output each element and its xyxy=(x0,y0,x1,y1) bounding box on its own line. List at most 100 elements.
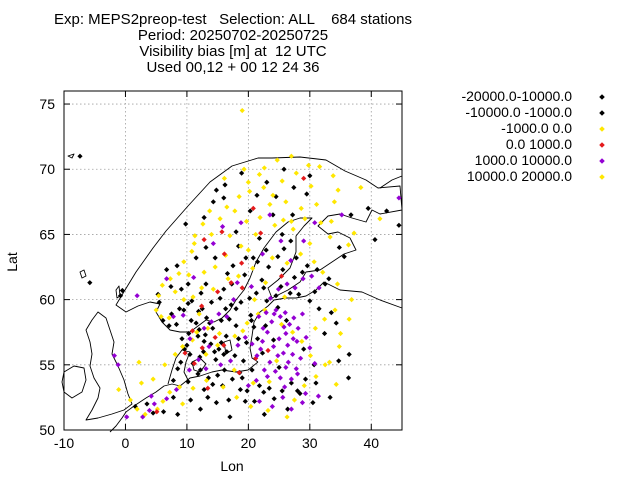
data-point xyxy=(284,281,290,287)
data-point xyxy=(189,248,195,254)
title-line-1: Exp: MEPS2preop-test Selection: ALL 684 … xyxy=(54,11,412,28)
data-point xyxy=(175,411,181,417)
data-point xyxy=(372,237,378,243)
data-point xyxy=(259,277,265,283)
data-point xyxy=(191,274,197,281)
x-tick-label: 0 xyxy=(122,435,130,451)
data-point xyxy=(189,328,196,334)
data-point xyxy=(280,394,286,401)
data-point xyxy=(168,283,174,290)
title-line-3: Visibility bias [m] at 12 UTC xyxy=(139,43,327,60)
data-point xyxy=(227,233,233,239)
data-point xyxy=(172,289,178,295)
data-point xyxy=(276,336,282,342)
data-point xyxy=(196,327,202,333)
data-point xyxy=(227,414,233,420)
data-point xyxy=(254,259,261,265)
data-point xyxy=(257,214,263,221)
x-tick-label: 40 xyxy=(363,435,379,451)
data-point xyxy=(201,338,207,344)
data-point xyxy=(335,187,341,193)
data-point xyxy=(336,244,342,251)
data-point xyxy=(199,285,205,291)
legend-marker xyxy=(599,110,605,116)
data-point xyxy=(164,396,170,402)
chart-title: Exp: MEPS2preop-test Selection: ALL 684 … xyxy=(0,12,466,76)
data-point xyxy=(254,336,261,342)
data-point xyxy=(302,216,308,222)
data-point xyxy=(211,349,218,355)
data-point xyxy=(219,229,225,235)
data-point xyxy=(190,385,196,391)
data-point xyxy=(321,316,328,322)
data-point xyxy=(309,273,315,279)
data-point xyxy=(187,351,193,357)
data-point xyxy=(283,199,289,205)
data-point xyxy=(213,400,220,406)
data-point xyxy=(228,302,234,308)
data-point xyxy=(205,325,211,331)
data-point xyxy=(310,400,316,406)
data-point xyxy=(183,221,189,227)
data-point xyxy=(264,298,270,304)
data-point xyxy=(212,264,218,270)
data-point xyxy=(227,358,234,364)
data-point xyxy=(160,398,166,404)
data-point xyxy=(164,276,170,282)
data-point xyxy=(339,212,345,218)
data-point xyxy=(282,294,288,300)
data-point xyxy=(200,221,206,227)
data-point xyxy=(235,342,241,348)
data-point xyxy=(221,251,227,257)
data-point xyxy=(261,411,267,417)
data-point xyxy=(203,281,209,287)
data-point xyxy=(346,351,352,357)
data-point xyxy=(226,397,232,403)
data-point xyxy=(264,373,271,380)
data-point xyxy=(326,276,332,282)
coastline-scandinavia xyxy=(115,156,403,333)
data-point xyxy=(278,283,284,290)
data-point xyxy=(313,201,320,208)
data-point xyxy=(282,384,288,390)
data-point xyxy=(284,414,290,420)
data-point xyxy=(336,343,342,350)
data-point xyxy=(301,346,307,352)
series-3 xyxy=(154,175,307,415)
data-point xyxy=(265,407,271,414)
data-point xyxy=(191,240,197,247)
data-point xyxy=(365,205,371,211)
data-point xyxy=(201,386,207,393)
data-point xyxy=(314,267,320,273)
data-point xyxy=(127,397,133,403)
data-point xyxy=(288,376,294,382)
data-point xyxy=(224,270,231,277)
data-point xyxy=(213,356,219,363)
data-point xyxy=(215,289,221,295)
legend-label: -1000.0 0.0 xyxy=(501,120,572,136)
data-point xyxy=(195,371,201,377)
data-point xyxy=(181,297,187,303)
data-point xyxy=(185,281,191,287)
data-point xyxy=(210,381,216,387)
data-point xyxy=(176,384,183,390)
data-point xyxy=(293,255,299,261)
data-point xyxy=(305,162,312,168)
data-point xyxy=(221,175,227,181)
data-point xyxy=(273,307,279,313)
data-point xyxy=(266,264,272,270)
data-point xyxy=(304,263,310,269)
legend-label: -20000.0-10000.0 xyxy=(461,88,572,104)
data-point xyxy=(218,340,224,346)
data-point xyxy=(160,317,166,324)
data-point xyxy=(203,244,209,251)
data-point xyxy=(313,380,319,386)
data-point xyxy=(208,319,215,325)
data-point xyxy=(245,179,251,185)
data-point xyxy=(333,381,339,387)
data-point xyxy=(243,340,250,346)
data-point xyxy=(193,320,199,326)
data-point xyxy=(299,311,306,317)
data-point xyxy=(196,311,202,317)
data-point xyxy=(150,376,156,382)
